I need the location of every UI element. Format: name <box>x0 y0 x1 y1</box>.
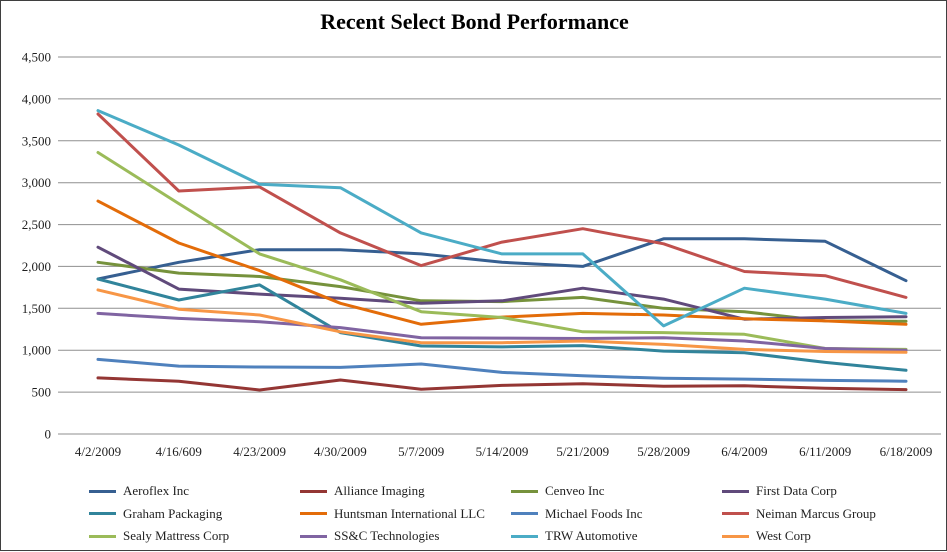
legend-line-swatch-alliance-imaging <box>300 489 327 493</box>
y-tick-label-1000: 1,000 <box>22 343 51 358</box>
y-tick-label-3000: 3,000 <box>22 175 51 190</box>
legend-line-swatch-trw-automotive <box>511 534 538 538</box>
legend-label-first-data-corp: First Data Corp <box>756 483 837 499</box>
legend-item-trw-automotive: TRW Automotive <box>511 525 722 548</box>
y-tick-label-0: 0 <box>45 427 52 442</box>
x-tick-label-4-2-2009: 4/2/2009 <box>75 444 121 459</box>
legend-label-trw-automotive: TRW Automotive <box>545 528 638 544</box>
legend-item-cenveo-inc: Cenveo Inc <box>511 480 722 503</box>
series-line-michael-foods-inc <box>96 357 908 383</box>
legend-label-alliance-imaging: Alliance Imaging <box>334 483 425 499</box>
series-line-neiman-marcus-group <box>96 112 908 299</box>
x-tick-label-6-18-2009: 6/18/2009 <box>880 444 933 459</box>
x-tick-label-6-4-2009: 6/4/2009 <box>721 444 767 459</box>
legend-line-swatch-west-corp <box>722 534 749 538</box>
y-tick-label-1500: 1,500 <box>22 301 51 316</box>
legend-line-swatch-sealy-mattress-corp <box>89 534 116 538</box>
legend-item-graham-packaging: Graham Packaging <box>89 503 300 526</box>
series-line-ss-c-technologies <box>96 311 908 352</box>
y-tick-label-4500: 4,500 <box>22 50 51 65</box>
legend-item-alliance-imaging: Alliance Imaging <box>300 480 511 503</box>
legend-line-swatch-first-data-corp <box>722 489 749 493</box>
legend-item-ss-c-technologies: SS&C Technologies <box>300 525 511 548</box>
legend-label-neiman-marcus-group: Neiman Marcus Group <box>756 505 876 521</box>
legend-label-sealy-mattress-corp: Sealy Mattress Corp <box>123 528 230 544</box>
legend-label-michael-foods-inc: Michael Foods Inc <box>545 505 643 521</box>
x-tick-label-5-28-2009: 5/28/2009 <box>637 444 690 459</box>
legend-item-sealy-mattress-corp: Sealy Mattress Corp <box>89 525 300 548</box>
y-tick-label-3500: 3,500 <box>22 133 51 148</box>
legend-item-first-data-corp: First Data Corp <box>722 480 934 503</box>
legend-line-swatch-huntsman-international-llc <box>300 512 327 516</box>
legend-item-neiman-marcus-group: Neiman Marcus Group <box>722 503 934 526</box>
series-line-west-corp <box>96 288 908 354</box>
legend-label-ss-c-technologies: SS&C Technologies <box>334 528 440 544</box>
legend-item-michael-foods-inc: Michael Foods Inc <box>511 503 722 526</box>
x-tick-label-5-14-2009: 5/14/2009 <box>476 444 529 459</box>
series-line-trw-automotive <box>96 109 908 328</box>
x-tick-label-6-11-2009: 6/11/2009 <box>799 444 851 459</box>
legend-line-swatch-michael-foods-inc <box>511 512 538 516</box>
legend-item-huntsman-international-llc: Huntsman International LLC <box>300 503 511 526</box>
x-tick-label-4-30-2009: 4/30/2009 <box>314 444 367 459</box>
legend-label-huntsman-international-llc: Huntsman International LLC <box>334 505 485 521</box>
series-line-graham-packaging <box>96 277 908 372</box>
series-line-sealy-mattress-corp <box>96 151 908 351</box>
legend-line-swatch-ss-c-technologies <box>300 534 327 538</box>
legend-item-west-corp: West Corp <box>722 525 934 548</box>
legend-label-cenveo-inc: Cenveo Inc <box>545 483 605 499</box>
y-tick-label-4000: 4,000 <box>22 91 51 106</box>
series-line-alliance-imaging <box>96 376 908 392</box>
legend-label-graham-packaging: Graham Packaging <box>123 505 223 521</box>
legend-line-swatch-neiman-marcus-group <box>722 512 749 516</box>
x-tick-label-4-16-609: 4/16/609 <box>156 444 202 459</box>
y-tick-label-2000: 2,000 <box>22 259 51 274</box>
x-tick-label-5-21-2009: 5/21/2009 <box>556 444 609 459</box>
x-tick-label-4-23-2009: 4/23/2009 <box>233 444 286 459</box>
y-tick-label-500: 500 <box>32 385 52 400</box>
series-line-aeroflex-inc <box>96 237 908 283</box>
legend-line-swatch-aeroflex-inc <box>89 489 116 493</box>
x-tick-label-5-7-2009: 5/7/2009 <box>398 444 444 459</box>
legend-line-swatch-graham-packaging <box>89 512 116 516</box>
legend-label-aeroflex-inc: Aeroflex Inc <box>123 483 190 499</box>
y-tick-label-2500: 2,500 <box>22 217 51 232</box>
legend-line-swatch-cenveo-inc <box>511 489 538 493</box>
chart-title: Recent Select Bond Performance <box>320 9 629 34</box>
legend-label-west-corp: West Corp <box>756 528 811 544</box>
chart-legend: Aeroflex Inc Alliance Imaging Cenveo Inc Fi… <box>89 480 934 548</box>
legend-item-aeroflex-inc: Aeroflex Inc <box>89 480 300 503</box>
